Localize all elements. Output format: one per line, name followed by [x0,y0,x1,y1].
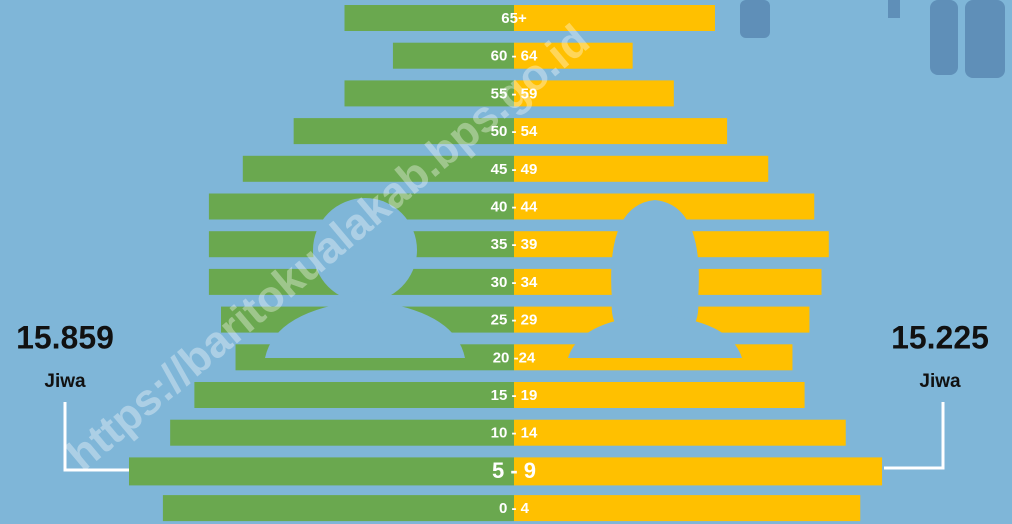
left-unit: Jiwa [44,371,86,392]
age-label: 15 - 19 [491,387,538,404]
age-label: 20 -24 [493,349,536,366]
bar [162,495,515,522]
age-label: 10 - 14 [491,425,538,442]
bar [170,419,515,446]
age-label: 40 - 44 [491,198,538,215]
right-unit: Jiwa [919,371,961,392]
bar [514,457,883,486]
bar [392,42,514,69]
silhouettes [265,198,742,358]
bar [514,155,769,182]
labels: 65+ 60 - 64 55 - 59 50 - 54 45 - 49 40 - 44 35… [491,10,538,517]
age-label: 5 - 9 [492,458,536,483]
bar [514,80,674,107]
bar [344,80,514,107]
bar [514,495,861,522]
bar [514,382,805,408]
age-label: 0 - 4 [499,500,530,517]
bar [514,5,715,31]
age-label: 65+ [501,10,527,27]
bar [514,118,728,145]
age-label: 25 - 29 [491,312,538,329]
bar [514,42,633,69]
age-label: 30 - 34 [491,274,538,291]
people-figures [740,0,1005,78]
age-label: 55 - 59 [491,85,538,102]
age-label: 60 - 64 [491,48,538,65]
bar [344,5,514,31]
bar [242,155,514,182]
left-total: 15.859 [16,319,114,355]
left-bracket [63,402,129,472]
bar [293,118,514,145]
right-bracket [884,402,945,470]
bar [194,382,514,408]
age-label: 50 - 54 [491,123,538,140]
bar [129,457,514,486]
age-label: 45 - 49 [491,161,538,178]
right-total: 15.225 [891,319,989,355]
age-label: 35 - 39 [491,236,538,253]
bar [514,419,846,446]
